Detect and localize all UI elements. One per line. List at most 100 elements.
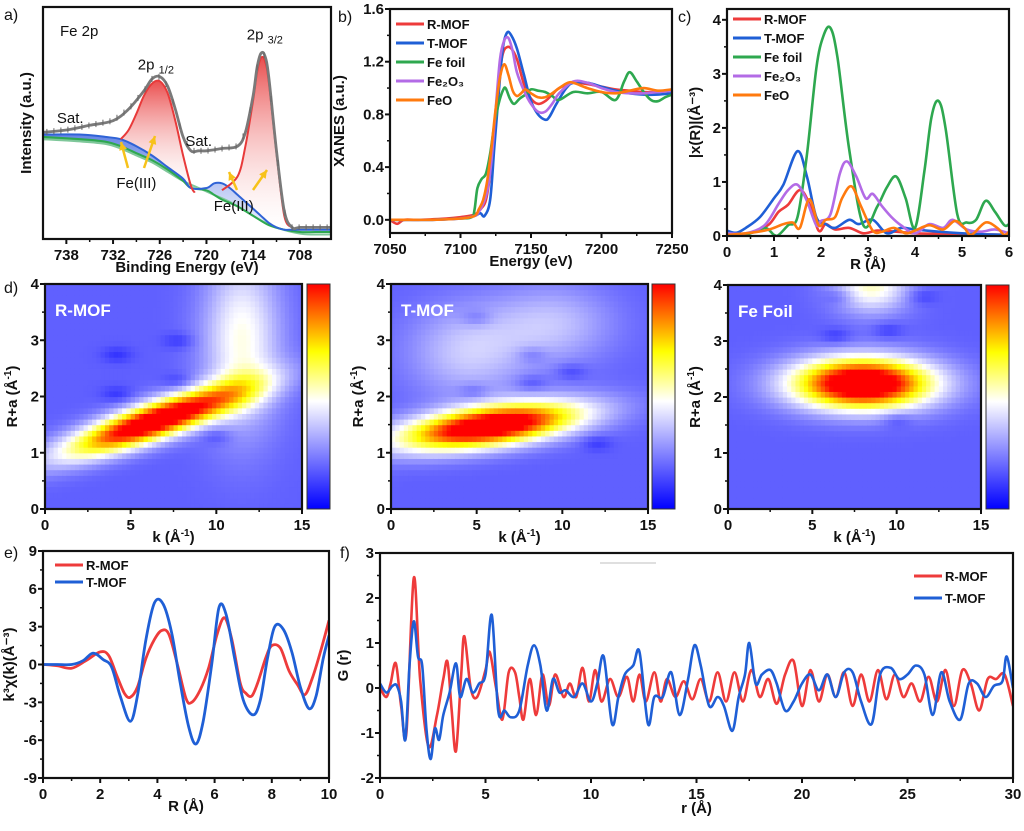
heatmap-cell [600,407,606,414]
heatmap-cell [272,289,277,296]
heatmap-cell [207,435,213,443]
heatmap-cell [280,340,286,347]
heatmap-cell [117,441,123,448]
heatmap-cell [57,486,63,493]
heatmap-cell [536,379,542,386]
heatmap-cell [62,345,68,353]
heatmap-cell [169,323,175,330]
heatmap-cell [618,480,623,488]
heatmap-cell [177,452,183,459]
heatmap-cell [173,430,179,437]
heatmap-cell [549,357,555,364]
heatmap-cell [523,289,529,296]
heatmap-cell [182,379,187,386]
heatmap-cell [143,480,149,488]
heatmap-cell [433,424,439,431]
heatmap-cell [272,385,277,392]
heatmap-cell [250,385,256,392]
heatmap-cell [583,464,589,471]
heatmap-cell [408,357,414,364]
heatmap-cell [45,334,50,341]
heatmap-cell [622,374,628,381]
heatmap-cell [122,390,127,398]
heatmap-cell [100,447,106,454]
heatmap-cell [79,486,85,493]
heatmap-cell [639,295,645,302]
heatmap-cell [250,340,256,347]
heatmap-cell [519,379,525,386]
heatmap-cell [254,464,260,471]
heatmap-cell [216,503,222,510]
heatmap-cell [139,284,145,291]
heatmap-cell [592,284,598,291]
heatmap-cell [403,385,409,392]
heatmap-cell [293,452,299,459]
heatmap-cell [605,334,611,341]
heatmap-cell [87,424,93,431]
heatmap-cell [403,312,409,319]
heatmap-cell [408,295,414,302]
heatmap-cell [391,329,396,336]
heatmap-cell [164,368,170,375]
heatmap-cell [596,312,602,319]
heatmap-cell [164,469,170,476]
heatmap-cell [57,374,63,381]
heatmap-cell [596,385,602,392]
panel-c-ytick-label: 4 [713,12,722,29]
heatmap-cell [485,419,491,426]
heatmap-cell [566,407,572,414]
heatmap-cell [493,340,499,347]
heatmap-cell [109,329,115,336]
heatmap-cell [104,458,110,465]
heatmap-cell [498,312,503,319]
heatmap-cell [575,497,581,504]
heatmap-cell [596,323,602,330]
heatmap-cell [70,475,76,482]
heatmap-cell [74,295,80,302]
heatmap-cell [549,413,555,420]
heatmap-cell [276,402,282,409]
heatmap-cell [237,497,243,504]
heatmap-cell [152,300,157,308]
heatmap-cell [485,480,491,488]
heatmap-cell [519,351,525,358]
heatmap-cell [391,413,396,420]
heatmap-cell [450,317,456,324]
heatmap-cell [562,306,568,313]
heatmap-cell [109,300,115,308]
heatmap-cell [425,334,431,341]
heatmap-cell [618,469,623,476]
heatmap-cell [442,374,448,381]
heatmap-cell [579,419,585,426]
heatmap-cell [510,402,516,409]
heatmap-cell [156,396,162,403]
panel-d1-xtick-label: 15 [294,517,311,534]
heatmap-cell [472,497,478,504]
heatmap-cell [592,340,598,347]
heatmap-cell [45,340,50,347]
heatmap-cell [618,340,623,347]
heatmap-cell [74,368,80,375]
heatmap-cell [242,289,247,296]
heatmap-cell [446,469,452,476]
heatmap-cell [203,340,209,347]
heatmap-cell [173,469,179,476]
heatmap-cell [83,419,89,426]
heatmap-cell [450,374,456,381]
heatmap-cell [485,379,491,386]
heatmap-cell [498,300,503,308]
heatmap-cell [408,475,414,482]
heatmap-cell [399,345,405,353]
heatmap-cell [412,385,418,392]
heatmap-cell [62,497,68,504]
heatmap-cell [49,340,55,347]
heatmap-cell [588,368,593,375]
heatmap-cell [96,357,102,364]
heatmap-cell [558,452,563,459]
heatmap-cell [553,497,559,504]
heatmap-cell [87,334,93,341]
heatmap-cell [450,424,456,431]
heatmap-cell [92,424,97,431]
heatmap-cell [190,390,196,398]
heatmap-cell [498,334,503,341]
